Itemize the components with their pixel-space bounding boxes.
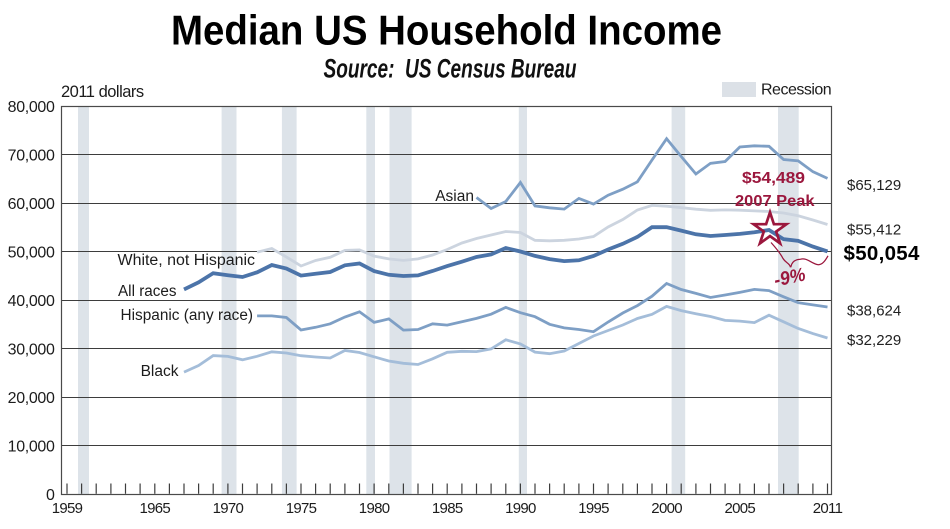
svg-text:$54,489: $54,489 [742,170,805,187]
svg-text:$65,129: $65,129 [847,177,901,194]
svg-text:1965: 1965 [140,500,171,517]
svg-text:50,000: 50,000 [8,245,55,262]
svg-text:Asian: Asian [435,188,474,205]
svg-text:2007 Peak: 2007 Peak [735,193,815,210]
svg-text:Recession: Recession [761,82,831,99]
svg-text:White, not Hispanic: White, not Hispanic [118,252,256,269]
svg-text:$50,054: $50,054 [844,242,921,265]
svg-text:2011: 2011 [813,500,843,517]
svg-text:$32,229: $32,229 [847,332,901,349]
svg-text:$38,624: $38,624 [847,303,901,320]
svg-text:80,000: 80,000 [8,99,55,116]
svg-text:1970: 1970 [213,500,244,517]
svg-text:30,000: 30,000 [8,342,55,359]
svg-text:$55,412: $55,412 [847,221,901,238]
svg-text:10,000: 10,000 [8,439,55,456]
svg-text:Source: US Census Bureau: Source: US Census Bureau [324,54,577,84]
svg-text:60,000: 60,000 [8,196,55,213]
svg-text:Hispanic (any race): Hispanic (any race) [121,307,254,324]
svg-text:20,000: 20,000 [8,390,55,407]
svg-text:70,000: 70,000 [8,148,55,165]
svg-text:2005: 2005 [725,500,756,517]
svg-text:1959: 1959 [52,500,83,517]
svg-text:0: 0 [46,487,55,504]
svg-text:2000: 2000 [651,500,682,517]
svg-text:1975: 1975 [286,500,317,517]
svg-text:40,000: 40,000 [8,293,55,310]
svg-text:2011 dollars: 2011 dollars [61,83,144,101]
svg-text:Median US Household Income: Median US Household Income [171,7,722,54]
svg-text:1985: 1985 [432,500,463,517]
svg-text:1995: 1995 [578,500,609,517]
svg-text:Black: Black [141,363,179,380]
svg-text:1990: 1990 [505,500,536,517]
svg-text:1980: 1980 [359,500,390,517]
svg-text:All races: All races [118,283,177,300]
